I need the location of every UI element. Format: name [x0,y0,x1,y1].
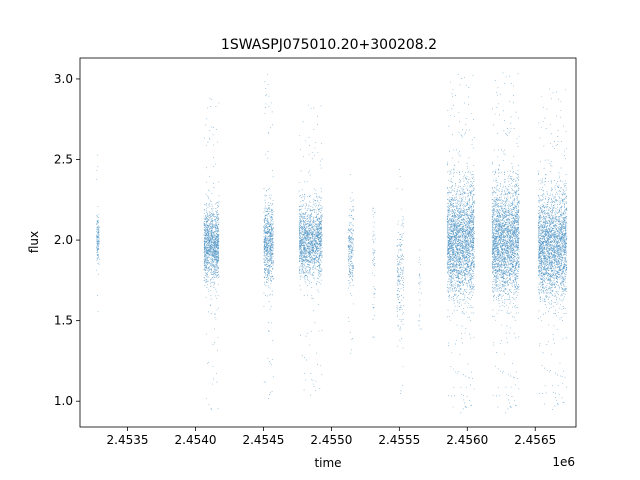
x-offset-label: 1e6 [552,455,575,469]
plot-area-frame [79,57,577,428]
y-axis: 1.0 1.5 2.0 2.5 3.0 [54,72,80,408]
x-tick-label: 2.4545 [242,433,284,447]
chart-title: 1SWASPJ075010.20+300208.2 [221,37,437,53]
x-axis-label: time [314,456,341,470]
y-tick-label: 1.5 [54,314,73,328]
scatter-point-group [446,74,475,414]
y-axis-label: flux [27,231,41,253]
scatter-point-group [96,154,100,312]
x-tick-label: 2.4550 [310,433,352,447]
observing-season-9 [446,74,475,414]
scatter-point-group [491,72,520,414]
observing-season-3 [263,74,274,399]
y-tick-label: 2.5 [54,153,73,167]
observing-season-2 [203,98,220,410]
y-tick-label: 2.0 [54,233,73,247]
x-axis: 2.4535 2.4540 2.4545 2.4550 2.4555 2.4560 2.45… [107,427,556,447]
x-tick-label: 2.4555 [378,433,420,447]
x-tick-label: 2.4535 [107,433,149,447]
observing-season-7 [396,169,405,394]
scatter-point-group [203,98,220,410]
y-tick-label: 3.0 [54,72,73,86]
scatter-points [96,72,568,414]
scatter-point-group [263,74,274,399]
y-tick-label: 1.0 [54,394,73,408]
scatter-point-group [298,104,323,396]
scatter-point-group [396,169,405,394]
observing-season-4 [298,104,323,396]
x-tick-label: 2.4540 [175,433,217,447]
observing-season-10 [491,72,520,414]
observing-season-1 [96,154,100,312]
x-tick-label: 2.4565 [514,433,556,447]
x-tick-label: 2.4560 [446,433,488,447]
